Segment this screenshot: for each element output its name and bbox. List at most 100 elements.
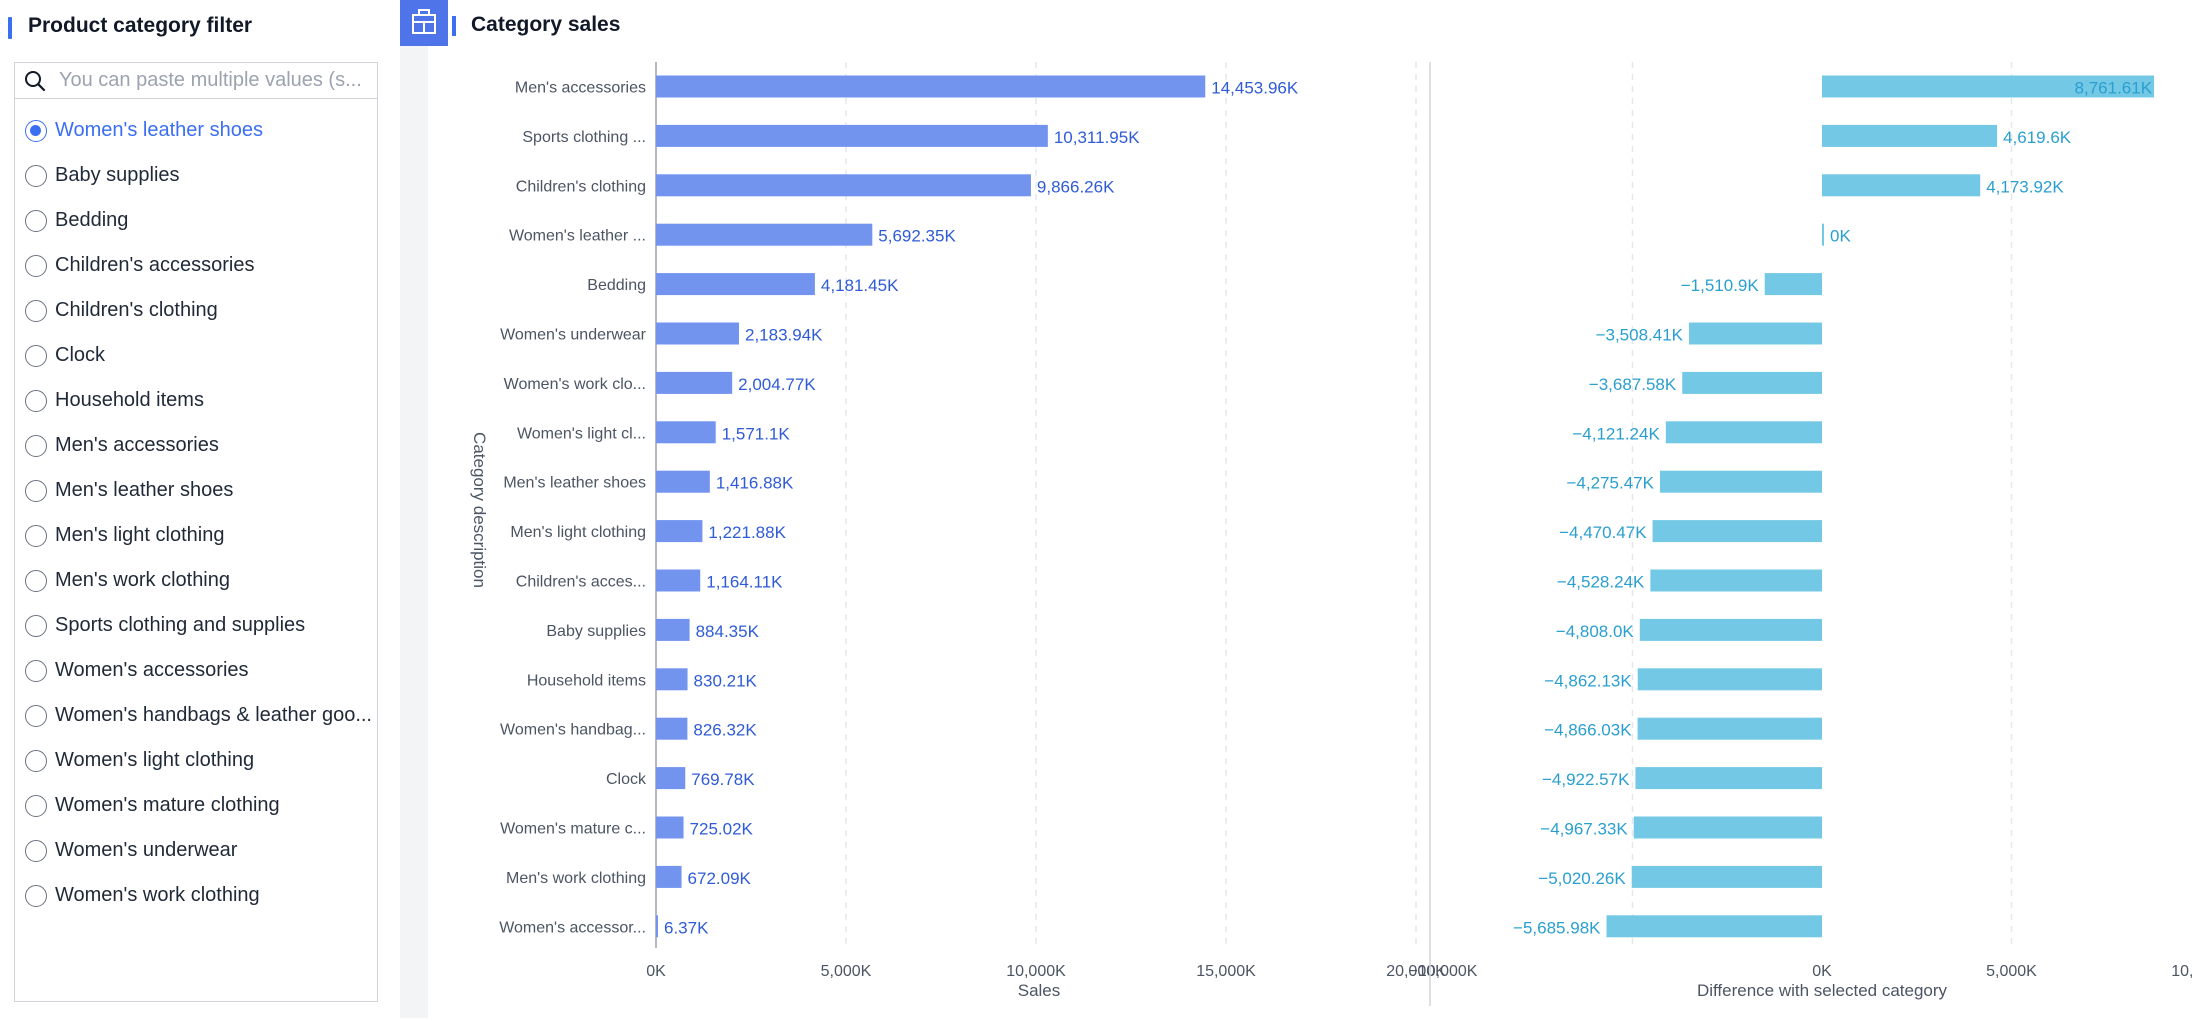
radio-unchecked-icon[interactable] bbox=[25, 570, 47, 592]
category-option[interactable]: Baby supplies bbox=[15, 158, 377, 203]
radio-unchecked-icon[interactable] bbox=[25, 750, 47, 772]
sales-data-label: 2,183.94K bbox=[745, 326, 823, 345]
category-option[interactable]: Bedding bbox=[15, 203, 377, 248]
category-option-label: Household items bbox=[55, 389, 204, 411]
radio-unchecked-icon[interactable] bbox=[25, 300, 47, 322]
category-option-label: Children's clothing bbox=[55, 299, 218, 321]
sales-data-label: 830.21K bbox=[694, 671, 758, 690]
category-tick-label: Women's handbag... bbox=[500, 722, 646, 739]
search-input[interactable] bbox=[59, 66, 371, 94]
category-option[interactable]: Men's accessories bbox=[15, 428, 377, 473]
radio-unchecked-icon[interactable] bbox=[25, 615, 47, 637]
sales-bar bbox=[656, 915, 658, 938]
sales-data-label: 725.02K bbox=[690, 820, 754, 839]
radio-unchecked-icon[interactable] bbox=[25, 210, 47, 232]
x-tick-label: 0K bbox=[1812, 963, 1832, 980]
category-option-label: Women's handbags & leather goo... bbox=[55, 704, 372, 726]
sales-data-label: 672.09K bbox=[688, 869, 752, 888]
category-option-label: Bedding bbox=[55, 209, 129, 231]
category-option-label: Women's leather shoes bbox=[55, 119, 263, 141]
sales-bar bbox=[656, 322, 739, 345]
difference-bar bbox=[1822, 124, 1998, 147]
sales-bar bbox=[656, 865, 682, 888]
radio-unchecked-icon[interactable] bbox=[25, 795, 47, 817]
difference-bar bbox=[1822, 174, 1981, 197]
category-option-label: Men's light clothing bbox=[55, 524, 225, 546]
search-icon bbox=[25, 71, 46, 92]
difference-bar bbox=[1637, 717, 1822, 740]
radio-unchecked-icon[interactable] bbox=[25, 435, 47, 457]
difference-data-label: −4,121.24K bbox=[1572, 424, 1660, 443]
radio-unchecked-icon[interactable] bbox=[25, 390, 47, 412]
sales-bar bbox=[656, 223, 873, 246]
category-option[interactable]: Children's clothing bbox=[15, 293, 377, 338]
difference-data-label: −4,967.33K bbox=[1540, 820, 1628, 839]
difference-bar bbox=[1822, 223, 1824, 246]
category-option[interactable]: Men's work clothing bbox=[15, 563, 377, 608]
category-option[interactable]: Clock bbox=[15, 338, 377, 383]
difference-data-label: −3,687.58K bbox=[1589, 375, 1677, 394]
sales-bar bbox=[656, 470, 710, 493]
difference-data-label: −4,528.24K bbox=[1557, 573, 1645, 592]
difference-bar bbox=[1659, 470, 1822, 493]
radio-unchecked-icon[interactable] bbox=[25, 705, 47, 727]
difference-data-label: 4,173.92K bbox=[1986, 177, 2064, 196]
difference-data-label: −5,685.98K bbox=[1513, 918, 1601, 937]
difference-bar bbox=[1606, 915, 1822, 938]
category-tick-label: Sports clothing ... bbox=[522, 129, 646, 146]
radio-unchecked-icon[interactable] bbox=[25, 255, 47, 277]
category-option[interactable]: Women's work clothing bbox=[15, 878, 377, 923]
x-tick-label: −10,000K bbox=[1409, 963, 1478, 980]
category-option[interactable]: Women's accessories bbox=[15, 653, 377, 698]
category-radio-list: Women's leather shoes Baby supplies Beddin… bbox=[15, 113, 377, 923]
category-option[interactable]: Women's underwear bbox=[15, 833, 377, 878]
category-option-label: Men's work clothing bbox=[55, 569, 230, 591]
category-option-label: Children's accessories bbox=[55, 254, 255, 276]
sales-data-label: 2,004.77K bbox=[738, 375, 816, 394]
sales-data-label: 1,416.88K bbox=[716, 474, 794, 493]
filter-title-accent bbox=[8, 17, 12, 39]
radio-unchecked-icon[interactable] bbox=[25, 885, 47, 907]
category-option[interactable]: Men's leather shoes bbox=[15, 473, 377, 518]
x-tick-label: 0K bbox=[646, 963, 666, 980]
difference-data-label: −1,510.9K bbox=[1681, 276, 1760, 295]
x-tick-label: 10,000K bbox=[2171, 963, 2192, 980]
difference-bar bbox=[1665, 421, 1822, 444]
category-option[interactable]: Men's light clothing bbox=[15, 518, 377, 563]
category-tick-label: Bedding bbox=[587, 277, 646, 294]
x-axis-title: Difference with selected category bbox=[1697, 981, 1948, 1000]
chart-title-accent bbox=[452, 16, 456, 36]
difference-bar bbox=[1650, 569, 1822, 592]
radio-checked-icon[interactable] bbox=[25, 120, 47, 142]
radio-unchecked-icon[interactable] bbox=[25, 480, 47, 502]
category-option[interactable]: Children's accessories bbox=[15, 248, 377, 293]
radio-unchecked-icon[interactable] bbox=[25, 345, 47, 367]
search-box[interactable] bbox=[15, 63, 377, 99]
x-tick-label: 20,000K bbox=[1386, 963, 1446, 980]
radio-unchecked-icon[interactable] bbox=[25, 165, 47, 187]
category-option[interactable]: Women's leather shoes bbox=[15, 113, 377, 158]
category-tick-label: Women's underwear bbox=[500, 327, 647, 344]
category-option[interactable]: Women's handbags & leather goo... bbox=[15, 698, 377, 743]
difference-data-label: 4,619.6K bbox=[2003, 128, 2072, 147]
category-tick-label: Children's acces... bbox=[516, 574, 646, 591]
difference-data-label: 8,761.61K bbox=[2075, 79, 2153, 98]
sales-bar bbox=[656, 371, 733, 394]
category-option-label: Sports clothing and supplies bbox=[55, 614, 306, 636]
category-option[interactable]: Household items bbox=[15, 383, 377, 428]
category-option[interactable]: Sports clothing and supplies bbox=[15, 608, 377, 653]
category-tick-label: Men's light clothing bbox=[510, 524, 646, 541]
chart-toolbar-button[interactable] bbox=[400, 0, 448, 46]
radio-unchecked-icon[interactable] bbox=[25, 660, 47, 682]
category-option[interactable]: Women's light clothing bbox=[15, 743, 377, 788]
radio-unchecked-icon[interactable] bbox=[25, 840, 47, 862]
sales-data-label: 826.32K bbox=[693, 721, 757, 740]
difference-bar bbox=[1682, 371, 1822, 394]
category-option[interactable]: Women's mature clothing bbox=[15, 788, 377, 833]
sales-bar bbox=[656, 520, 703, 543]
category-option-label: Women's work clothing bbox=[55, 884, 260, 906]
difference-bar bbox=[1652, 520, 1822, 543]
filter-list-box: Women's leather shoes Baby supplies Beddin… bbox=[14, 62, 378, 1002]
sales-bar bbox=[656, 618, 690, 641]
radio-unchecked-icon[interactable] bbox=[25, 525, 47, 547]
